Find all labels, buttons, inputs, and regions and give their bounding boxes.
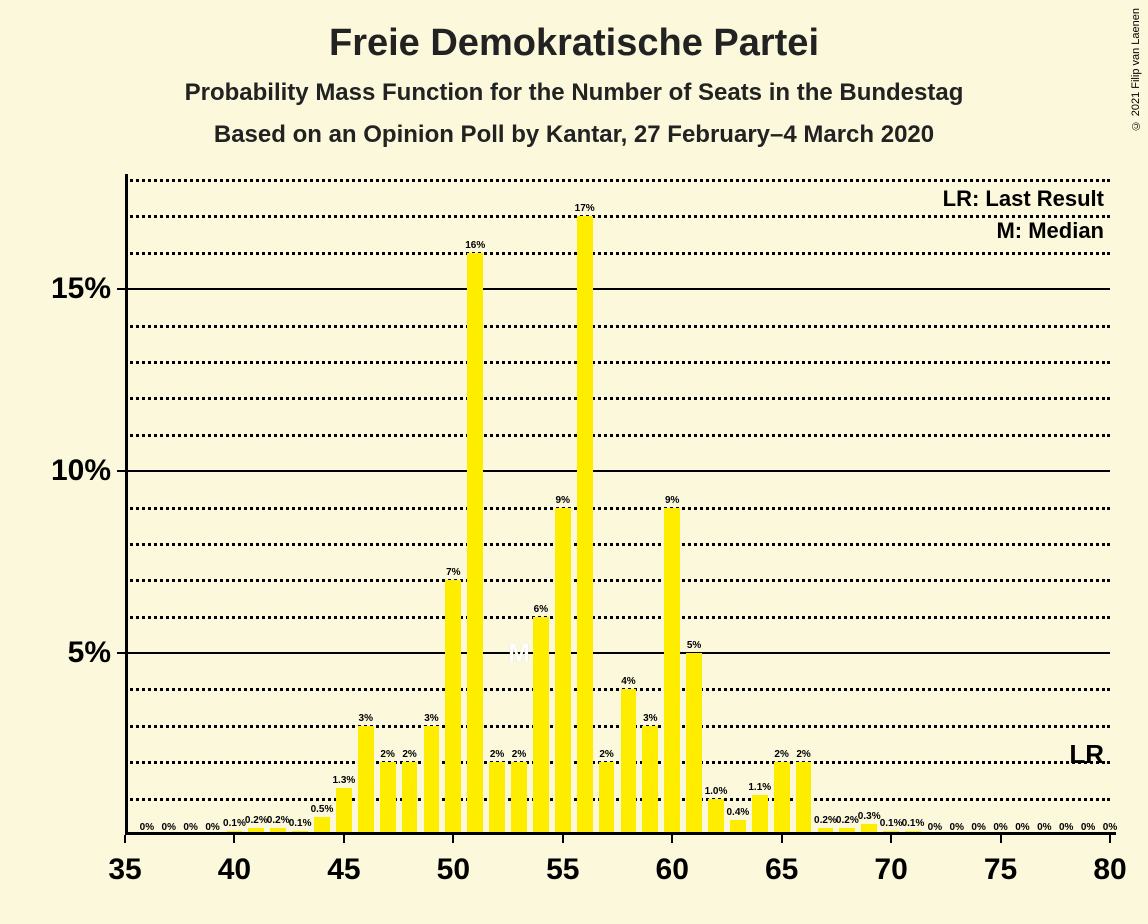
bar: 9% — [555, 508, 571, 836]
bar-value-label: 9% — [556, 495, 570, 508]
x-tick — [562, 835, 564, 843]
bar-value-label: 17% — [575, 203, 595, 216]
bar-value-label: 4% — [621, 676, 635, 689]
bar: 3% — [424, 726, 440, 835]
bar-value-label: 0.3% — [858, 811, 881, 824]
legend-lr: LR: Last Result — [943, 186, 1104, 212]
bar: 2% — [489, 762, 505, 835]
grid-minor — [125, 579, 1110, 582]
bar: 3% — [642, 726, 658, 835]
grid-minor — [125, 325, 1110, 328]
y-axis — [125, 174, 128, 835]
bar: 2% — [599, 762, 615, 835]
x-tick — [671, 835, 673, 843]
bar: 1.3% — [336, 788, 352, 835]
bar: 2% — [402, 762, 418, 835]
bar: 1.1% — [752, 795, 768, 835]
x-tick — [233, 835, 235, 843]
x-tick — [452, 835, 454, 843]
chart-subtitle-2: Based on an Opinion Poll by Kantar, 27 F… — [0, 107, 1148, 149]
bar-value-label: 0.1% — [223, 818, 246, 831]
bar-value-label: 16% — [465, 240, 485, 253]
bar-value-label: 0.2% — [245, 815, 268, 828]
bar: 2% — [380, 762, 396, 835]
grid-major — [125, 288, 1110, 290]
bar-value-label: 2% — [402, 749, 416, 762]
x-axis — [125, 832, 1116, 835]
y-tick — [117, 470, 125, 472]
bar: 9% — [664, 508, 680, 836]
bar: 7% — [445, 580, 461, 835]
bar-value-label: 1.1% — [748, 782, 771, 795]
grid-minor — [125, 725, 1110, 728]
bar: 1.0% — [708, 799, 724, 835]
grid-minor — [125, 507, 1110, 510]
x-tick — [781, 835, 783, 843]
grid-minor — [125, 215, 1110, 218]
chart-area: 5%10%15%0%0%0%0%0.1%0.2%0.2%0.1%0.5%1.3%… — [125, 180, 1110, 835]
grid-minor — [125, 179, 1110, 182]
grid-minor — [125, 361, 1110, 364]
bar: 3% — [358, 726, 374, 835]
y-tick — [117, 288, 125, 290]
bar-value-label: 0.4% — [726, 807, 749, 820]
median-marker: M — [508, 638, 530, 669]
x-tick — [1109, 835, 1111, 843]
bar: 2% — [796, 762, 812, 835]
y-tick — [117, 652, 125, 654]
bar-value-label: 2% — [380, 749, 394, 762]
bar: 4% — [621, 689, 637, 835]
bar-value-label: 0.2% — [267, 815, 290, 828]
bar-value-label: 5% — [687, 640, 701, 653]
x-tick — [343, 835, 345, 843]
bar-value-label: 2% — [599, 749, 613, 762]
grid-major — [125, 652, 1110, 654]
bar-value-label: 0.1% — [289, 818, 312, 831]
x-tick — [890, 835, 892, 843]
lr-marker: LR — [1069, 739, 1104, 770]
bar: 16% — [467, 253, 483, 835]
bar: 5% — [686, 653, 702, 835]
bar-value-label: 0.2% — [814, 815, 837, 828]
bar-value-label: 9% — [665, 495, 679, 508]
bar-value-label: 3% — [359, 713, 373, 726]
bar-value-label: 0.1% — [902, 818, 925, 831]
bar: 17% — [577, 216, 593, 835]
plot-area: 5%10%15%0%0%0%0%0.1%0.2%0.2%0.1%0.5%1.3%… — [125, 180, 1110, 835]
grid-minor — [125, 543, 1110, 546]
bar-value-label: 3% — [643, 713, 657, 726]
bar: 2% — [511, 762, 527, 835]
x-tick — [124, 835, 126, 843]
bar-value-label: 2% — [774, 749, 788, 762]
bar-value-label: 1.3% — [332, 775, 355, 788]
bar-value-label: 0.1% — [880, 818, 903, 831]
legend-median: M: Median — [996, 218, 1104, 244]
x-tick — [1000, 835, 1002, 843]
y-tick-label: 10% — [51, 454, 125, 488]
grid-minor — [125, 798, 1110, 801]
grid-minor — [125, 761, 1110, 764]
grid-major — [125, 470, 1110, 472]
bar: 2% — [774, 762, 790, 835]
bar-value-label: 1.0% — [705, 786, 728, 799]
bar-value-label: 0.5% — [311, 804, 334, 817]
grid-minor — [125, 252, 1110, 255]
bar-value-label: 2% — [796, 749, 810, 762]
grid-minor — [125, 616, 1110, 619]
y-tick-label: 15% — [51, 272, 125, 306]
bar-value-label: 3% — [424, 713, 438, 726]
bar-value-label: 2% — [490, 749, 504, 762]
bar-value-label: 6% — [534, 604, 548, 617]
grid-minor — [125, 397, 1110, 400]
grid-minor — [125, 688, 1110, 691]
bar-value-label: 0.2% — [836, 815, 859, 828]
bar-value-label: 2% — [512, 749, 526, 762]
copyright-label: © 2021 Filip van Laenen — [1130, 8, 1142, 131]
chart-title: Freie Demokratische Partei — [0, 0, 1148, 65]
chart-subtitle-1: Probability Mass Function for the Number… — [0, 65, 1148, 107]
bar: 6% — [533, 617, 549, 835]
grid-minor — [125, 434, 1110, 437]
bar-value-label: 7% — [446, 567, 460, 580]
